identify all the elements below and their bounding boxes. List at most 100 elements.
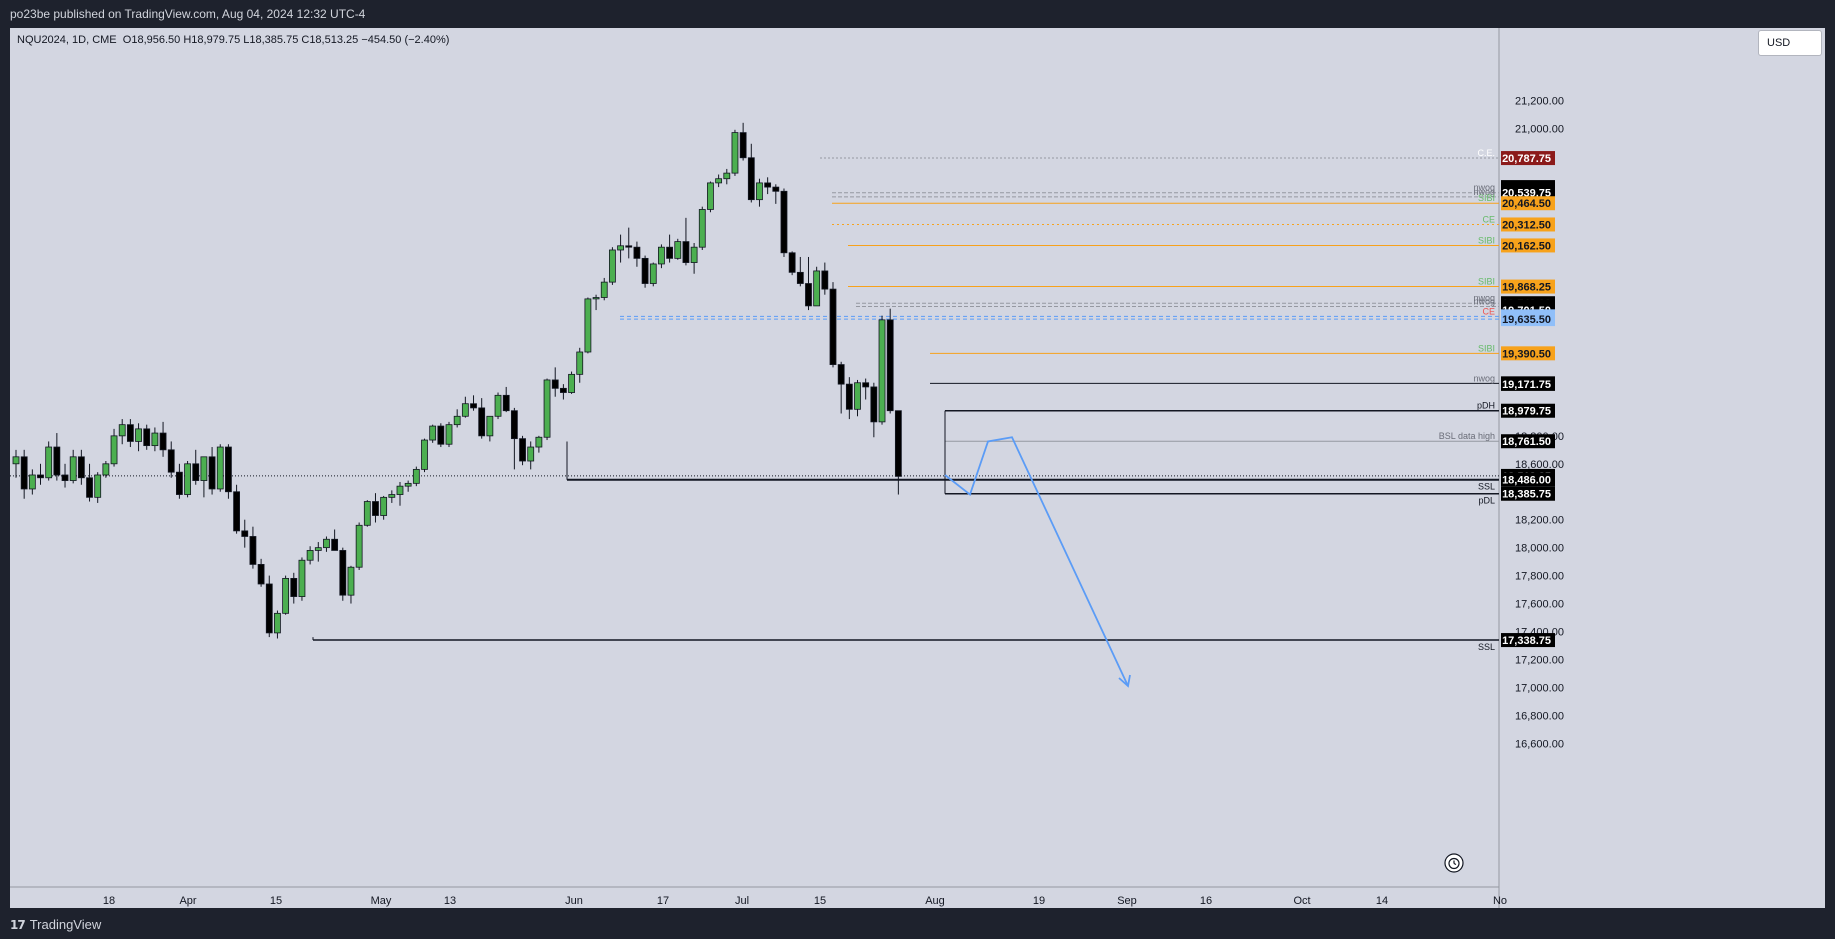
candle-body bbox=[151, 432, 159, 447]
tradingview-logo[interactable]: 17 TradingView bbox=[10, 917, 101, 932]
level-tag: SSL bbox=[1478, 482, 1495, 492]
brand-name: TradingView bbox=[29, 917, 102, 932]
price-label-bg bbox=[1501, 238, 1555, 253]
price-label-bg bbox=[1501, 279, 1555, 294]
chart-canvas[interactable]: 21,200.0021,000.0018,800.0018,600.0018,2… bbox=[10, 28, 1825, 908]
level-tag: SIBI bbox=[1478, 277, 1495, 287]
y-tick-label: 17,800.00 bbox=[1515, 571, 1564, 583]
x-tick-label: 18 bbox=[103, 895, 115, 907]
y-tick-label: 17,600.00 bbox=[1515, 599, 1564, 611]
candle-body bbox=[551, 379, 559, 389]
candle-body bbox=[241, 530, 249, 537]
candle-body bbox=[609, 249, 616, 283]
candle-body bbox=[184, 463, 191, 495]
candle-body bbox=[233, 491, 240, 532]
price-label-bg bbox=[1501, 434, 1555, 449]
candle-body bbox=[633, 246, 641, 259]
level-tag: nwog bbox=[1473, 293, 1495, 303]
candle-body bbox=[323, 538, 330, 549]
candle-body bbox=[355, 524, 363, 568]
candle-body bbox=[192, 463, 200, 481]
candle-body bbox=[658, 246, 665, 265]
level-tag: SSL bbox=[1478, 642, 1495, 652]
candle-body bbox=[600, 281, 608, 298]
level-tag: SIBI bbox=[1478, 193, 1495, 203]
price-label: 20,464.50 bbox=[1502, 198, 1551, 210]
candle-body bbox=[61, 474, 69, 481]
candle-body bbox=[175, 471, 183, 495]
candle-body bbox=[739, 132, 747, 159]
candle-body bbox=[372, 501, 379, 516]
symbol-name[interactable]: NQU2024, 1D, CME bbox=[17, 34, 117, 46]
y-tick-label: 21,200.00 bbox=[1515, 95, 1564, 107]
candle-body bbox=[698, 209, 706, 248]
level-tag: pDL bbox=[1478, 496, 1495, 506]
candle-body bbox=[28, 474, 36, 490]
y-tick-label: 17,000.00 bbox=[1515, 682, 1564, 694]
candle-body bbox=[331, 538, 339, 551]
candle-body bbox=[576, 351, 584, 375]
candle-body bbox=[772, 186, 780, 192]
x-tick-label: Sep bbox=[1117, 895, 1137, 907]
price-label-bg bbox=[1501, 151, 1555, 166]
candle-body bbox=[707, 182, 714, 210]
candle-body bbox=[829, 288, 837, 365]
candle-body bbox=[682, 241, 690, 263]
candle-body bbox=[894, 410, 902, 477]
candle-body bbox=[641, 257, 649, 284]
price-axis bbox=[1499, 28, 1825, 908]
price-label: 19,171.75 bbox=[1502, 379, 1551, 391]
publish-header: po23be published on TradingView.com, Aug… bbox=[0, 0, 1835, 28]
candle-body bbox=[854, 382, 861, 410]
candle-body bbox=[584, 298, 592, 353]
tradingview-logo-icon: 17 bbox=[10, 917, 26, 932]
ohlc-values: O18,956.50 H18,979.75 L18,385.75 C18,513… bbox=[122, 34, 359, 46]
candle-body bbox=[249, 536, 257, 565]
symbol-legend: NQU2024, 1D, CME O18,956.50 H18,979.75 L… bbox=[17, 34, 449, 46]
candle-body bbox=[37, 474, 44, 479]
candle-body bbox=[110, 435, 118, 465]
candle-body bbox=[796, 271, 804, 284]
x-tick-label: Oct bbox=[1293, 895, 1310, 907]
candle-body bbox=[53, 446, 61, 476]
x-tick-label: Jun bbox=[565, 895, 583, 907]
candle-body bbox=[437, 425, 445, 445]
level-tag: SIBI bbox=[1478, 235, 1495, 245]
level-tag: CE bbox=[1482, 306, 1495, 316]
candle-body bbox=[519, 438, 526, 462]
price-label: 18,385.75 bbox=[1502, 489, 1551, 501]
candle-body bbox=[126, 424, 134, 442]
candle-body bbox=[845, 383, 853, 410]
candle-body bbox=[225, 446, 232, 493]
price-label: 19,390.50 bbox=[1502, 348, 1551, 360]
x-tick-label: 14 bbox=[1376, 895, 1388, 907]
footer-bar: 17 TradingView bbox=[0, 908, 1835, 939]
price-label: 18,979.75 bbox=[1502, 406, 1551, 418]
candle-body bbox=[290, 577, 298, 597]
candle-body bbox=[396, 485, 404, 495]
y-tick-label: 18,200.00 bbox=[1515, 515, 1564, 527]
price-label-bg bbox=[1501, 403, 1555, 418]
price-label-bg bbox=[1501, 185, 1555, 200]
candle-body bbox=[747, 157, 755, 201]
candle-body bbox=[568, 373, 575, 393]
level-tag: nwog bbox=[1473, 297, 1495, 307]
price-change: −454.50 (−2.40%) bbox=[361, 34, 450, 46]
candle-body bbox=[780, 190, 788, 254]
alarm-clock-icon[interactable] bbox=[1444, 853, 1464, 873]
price-label: 20,312.50 bbox=[1502, 219, 1551, 231]
y-tick-label: 18,600.00 bbox=[1515, 459, 1564, 471]
candle-body bbox=[404, 482, 412, 487]
candle-body bbox=[265, 583, 273, 634]
candle-body bbox=[429, 425, 437, 441]
candle-body bbox=[527, 446, 535, 462]
candle-body bbox=[298, 559, 306, 597]
candle-body bbox=[878, 319, 886, 423]
x-tick-label: May bbox=[371, 895, 392, 907]
candle-body bbox=[339, 550, 347, 596]
chart-frame[interactable]: 21,200.0021,000.0018,800.0018,600.0018,2… bbox=[10, 28, 1825, 908]
candle-body bbox=[274, 612, 281, 634]
candle-body bbox=[837, 364, 845, 385]
currency-button[interactable]: USD bbox=[1758, 30, 1822, 56]
candle-body bbox=[412, 468, 420, 484]
